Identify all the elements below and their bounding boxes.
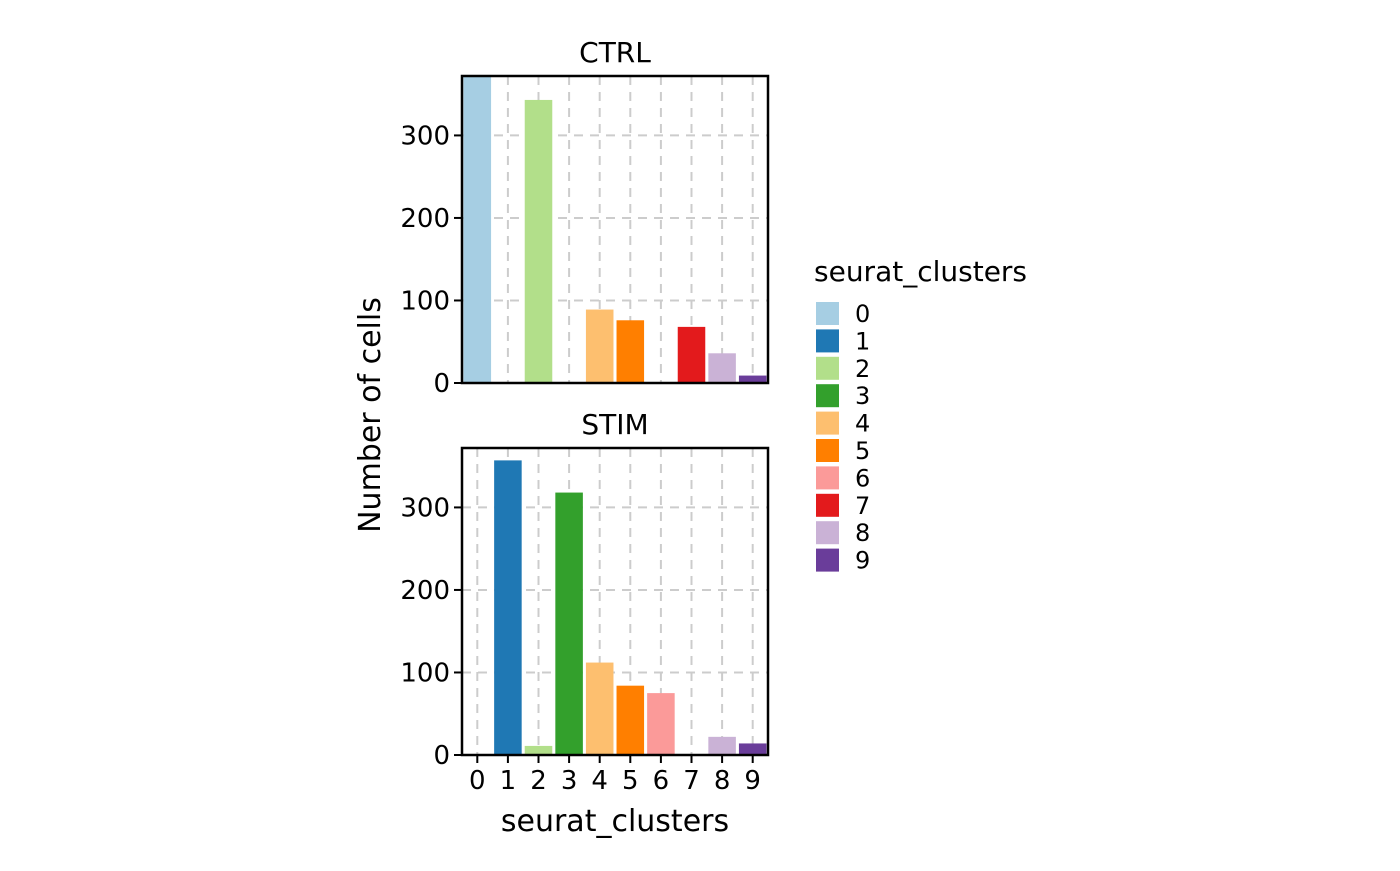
- bar-stim-3: [555, 492, 583, 755]
- legend-label-1: 1: [855, 327, 870, 355]
- legend-key-5: [816, 439, 839, 462]
- y-tick-label: 100: [400, 286, 450, 316]
- legend-key-0: [816, 302, 839, 325]
- x-tick-label: 5: [622, 766, 639, 796]
- legend-key-8: [816, 521, 839, 545]
- legend-label-9: 9: [855, 547, 870, 575]
- bar-stim-5: [616, 685, 645, 755]
- y-tick-label: 300: [400, 493, 450, 523]
- legend-label-8: 8: [855, 519, 870, 547]
- bar-stim-4: [585, 662, 614, 755]
- x-tick-label: 7: [683, 766, 700, 796]
- facet-title-stim: STIM: [581, 408, 648, 441]
- legend-label-0: 0: [855, 300, 870, 328]
- x-tick-label: 1: [500, 766, 517, 796]
- y-axis-title: Number of cells: [353, 297, 388, 533]
- legend-label-2: 2: [855, 355, 870, 383]
- legend-key-2: [816, 356, 839, 380]
- x-tick-label: 6: [653, 766, 670, 796]
- legend-key-1: [816, 329, 839, 353]
- legend-label-5: 5: [855, 437, 870, 465]
- panel-border: [460, 74, 770, 385]
- y-tick-label: 0: [433, 369, 450, 399]
- legend-label-7: 7: [855, 492, 870, 520]
- y-tick-label: 300: [400, 121, 450, 151]
- panel-border: [460, 446, 770, 757]
- bar-stim-9: [738, 743, 767, 755]
- legend-key-3: [816, 384, 839, 408]
- x-tick-label: 9: [744, 766, 761, 796]
- x-tick-label: 2: [530, 766, 547, 796]
- bar-stim-6: [647, 693, 675, 755]
- bar-ctrl-7: [677, 326, 706, 383]
- legend-key-4: [816, 411, 839, 435]
- y-tick-label: 200: [400, 576, 450, 606]
- x-tick-label: 8: [714, 766, 731, 796]
- bar-ctrl-0: [463, 76, 492, 383]
- bar-ctrl-4: [585, 309, 614, 383]
- x-tick-label: 0: [469, 766, 486, 796]
- y-tick-label: 200: [400, 204, 450, 234]
- legend-label-3: 3: [855, 382, 870, 410]
- bar-stim-1: [494, 460, 522, 755]
- legend-label-6: 6: [855, 464, 870, 492]
- legend-key-9: [816, 548, 839, 572]
- legend-title: seurat_clusters: [814, 255, 1027, 288]
- y-tick-label: 100: [400, 658, 450, 688]
- bar-stim-2: [524, 745, 553, 755]
- bar-stim-8: [708, 736, 736, 755]
- bar-ctrl-2: [524, 99, 553, 383]
- x-tick-label: 3: [561, 766, 578, 796]
- y-tick-label: 0: [433, 741, 450, 771]
- x-axis-title: seurat_clusters: [501, 804, 729, 839]
- bar-ctrl-9: [738, 375, 767, 383]
- x-tick-label: 4: [591, 766, 608, 796]
- facet-title-ctrl: CTRL: [579, 36, 651, 69]
- legend-key-6: [816, 466, 839, 490]
- bar-ctrl-5: [616, 320, 645, 383]
- legend-key-7: [816, 493, 839, 517]
- bar-ctrl-8: [708, 353, 736, 383]
- legend-label-4: 4: [855, 410, 870, 438]
